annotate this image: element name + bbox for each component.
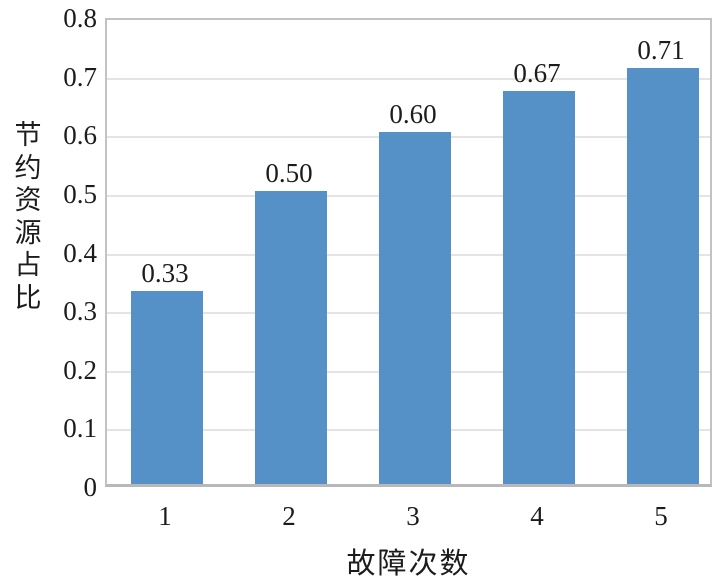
bar bbox=[379, 132, 451, 484]
y-tick-label: 0.4 bbox=[63, 237, 97, 268]
x-axis-title: 故障次数 bbox=[346, 548, 471, 579]
y-axis-title: 节约资源占比 bbox=[12, 119, 44, 314]
x-tick-label: 3 bbox=[406, 501, 420, 531]
bar-value-label: 0.33 bbox=[141, 257, 189, 288]
y-axis-title-char: 比 bbox=[14, 282, 42, 313]
x-tick-label: 5 bbox=[654, 501, 668, 531]
bar bbox=[503, 91, 575, 484]
bar-value-label: 0.71 bbox=[637, 34, 685, 65]
y-tick-label: 0.7 bbox=[63, 61, 97, 92]
bar bbox=[131, 290, 203, 484]
y-tick-label: 0.8 bbox=[63, 3, 97, 33]
y-axis-title-char: 节 bbox=[14, 120, 42, 150]
y-tick-label: 0.1 bbox=[63, 413, 97, 444]
bar bbox=[627, 67, 699, 484]
x-tick-label: 4 bbox=[530, 501, 544, 531]
y-tick-label: 0.6 bbox=[63, 120, 97, 151]
y-axis-title-char: 源 bbox=[14, 217, 42, 248]
y-tick-label: 0.2 bbox=[63, 354, 97, 385]
x-tick-label: 2 bbox=[282, 501, 296, 531]
x-tick-label: 1 bbox=[158, 501, 172, 531]
bar-value-label: 0.50 bbox=[265, 157, 313, 188]
y-tick-label: 0 bbox=[83, 472, 98, 502]
bar bbox=[255, 190, 327, 484]
y-axis-title-char: 约 bbox=[14, 152, 42, 183]
bar-value-label: 0.60 bbox=[389, 99, 437, 130]
plot-area bbox=[105, 18, 712, 487]
y-tick-label: 0.3 bbox=[63, 296, 97, 327]
y-axis-title-char: 资 bbox=[14, 185, 42, 215]
y-tick-label: 0.5 bbox=[63, 178, 97, 209]
y-axis-title-char: 占 bbox=[14, 250, 42, 280]
gridline bbox=[107, 77, 710, 80]
bar-value-label: 0.67 bbox=[513, 58, 561, 89]
